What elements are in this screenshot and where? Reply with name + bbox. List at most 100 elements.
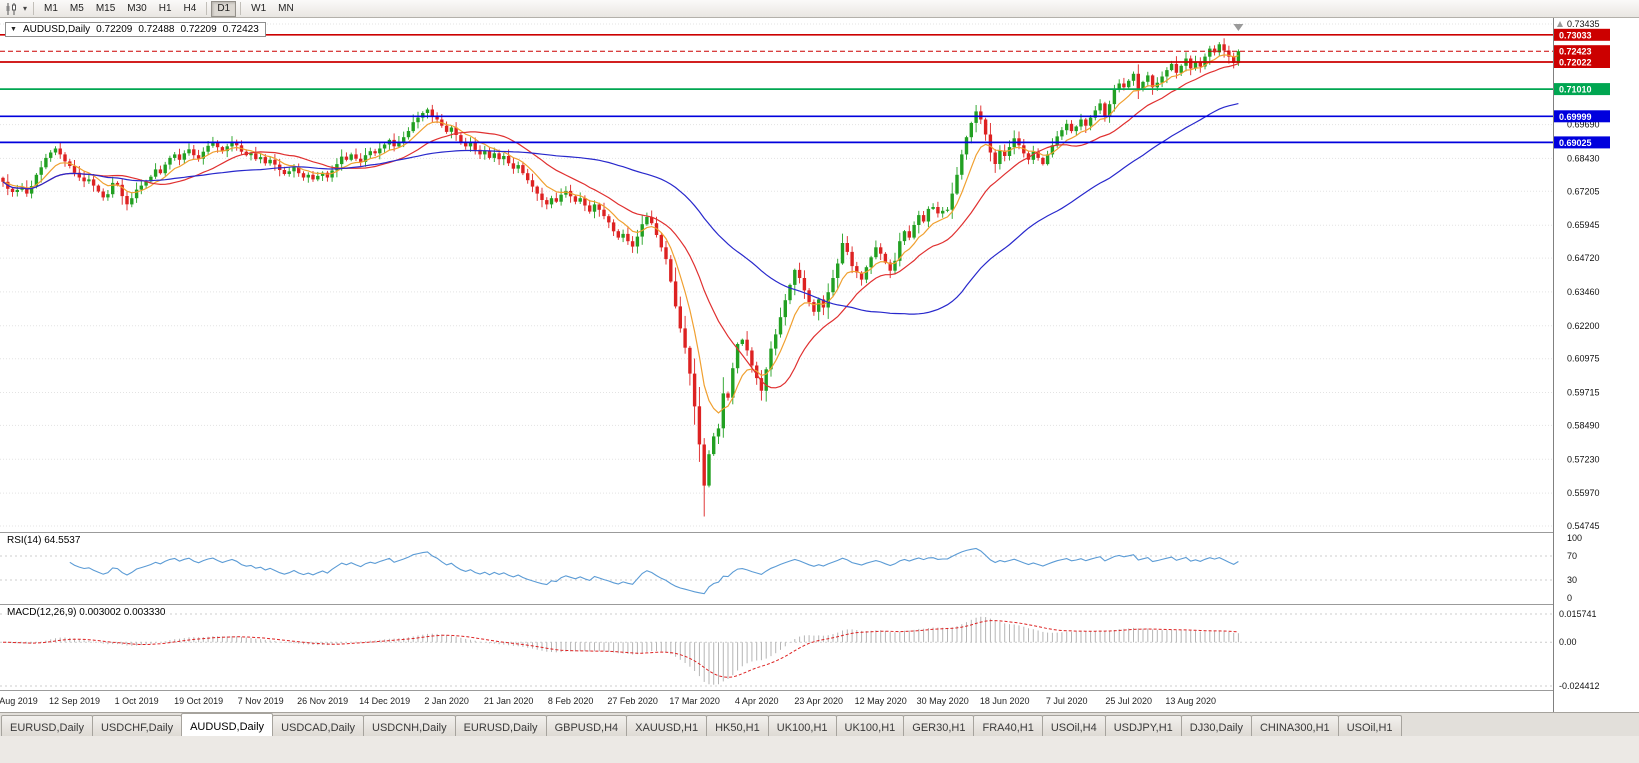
- timeframe-h4-button[interactable]: H4: [178, 1, 203, 17]
- svg-text:7 Jul 2020: 7 Jul 2020: [1046, 696, 1088, 706]
- ma-line-fast: [2, 54, 1239, 414]
- tab-dj30-daily[interactable]: DJ30,Daily: [1180, 715, 1252, 736]
- rsi-pane: [0, 547, 1553, 595]
- svg-text:19 Oct 2019: 19 Oct 2019: [174, 696, 223, 706]
- timeframe-m1-button[interactable]: M1: [38, 1, 64, 17]
- level-price-badge: [1554, 110, 1610, 123]
- macd-signal-line: [2, 620, 1239, 678]
- svg-text:0.71010: 0.71010: [1559, 85, 1592, 95]
- collapse-triangle-icon[interactable]: ▼: [10, 26, 17, 33]
- svg-text:0.67205: 0.67205: [1567, 186, 1600, 196]
- level-price-badge: [1554, 83, 1610, 96]
- candlestick-chart-icon[interactable]: [3, 2, 21, 16]
- timeframe-d1-button[interactable]: D1: [211, 0, 237, 17]
- svg-text:0.73435: 0.73435: [1567, 19, 1600, 29]
- svg-text:12 May 2020: 12 May 2020: [855, 696, 907, 706]
- svg-text:13 Aug 2020: 13 Aug 2020: [1165, 696, 1216, 706]
- ma-line-slow: [2, 103, 1239, 315]
- status-bar: [0, 736, 1639, 763]
- chart-tab-bar: EURUSD,Daily USDCHF,Daily AUDUSD,Daily U…: [0, 712, 1639, 736]
- svg-text:26 Nov 2019: 26 Nov 2019: [297, 696, 348, 706]
- svg-text:0.00: 0.00: [1559, 637, 1577, 647]
- svg-text:0.58490: 0.58490: [1567, 420, 1600, 430]
- level-lines: [0, 33, 1553, 144]
- ohlc-close: 0.72423: [222, 24, 259, 35]
- svg-text:0.57230: 0.57230: [1567, 454, 1600, 464]
- svg-text:23 Apr 2020: 23 Apr 2020: [794, 696, 843, 706]
- svg-text:14 Dec 2019: 14 Dec 2019: [359, 696, 410, 706]
- tab-hk50-h1[interactable]: HK50,H1: [706, 715, 769, 736]
- level-price-badge: [1554, 136, 1610, 149]
- svg-text:4 Apr 2020: 4 Apr 2020: [735, 696, 779, 706]
- svg-text:0.69690: 0.69690: [1567, 120, 1600, 130]
- timeframe-h1-button[interactable]: H1: [153, 1, 178, 17]
- macd-pane: [0, 613, 1553, 687]
- svg-text:12 Sep 2019: 12 Sep 2019: [49, 696, 100, 706]
- svg-text:100: 100: [1567, 533, 1582, 543]
- svg-text:8 Feb 2020: 8 Feb 2020: [548, 696, 594, 706]
- tab-xauusd-h1[interactable]: XAUUSD,H1: [626, 715, 708, 736]
- svg-text:-0.024412: -0.024412: [1559, 681, 1600, 691]
- tab-china300-h1[interactable]: CHINA300,H1: [1250, 715, 1339, 736]
- timeframe-m5-button[interactable]: M5: [64, 1, 90, 17]
- timeframe-m15-button[interactable]: M15: [90, 1, 121, 17]
- ohlc-high: 0.72488: [138, 24, 175, 35]
- svg-text:0.72022: 0.72022: [1559, 58, 1592, 68]
- svg-text:0: 0: [1567, 593, 1572, 603]
- svg-text:0.64720: 0.64720: [1567, 253, 1600, 263]
- chart-type-dropdown-caret[interactable]: ▾: [23, 4, 28, 13]
- ohlc-low: 0.72209: [180, 24, 217, 35]
- tab-ger30-h1[interactable]: GER30,H1: [903, 715, 975, 736]
- chart-background: [0, 18, 1553, 712]
- tab-usdjpy-h1[interactable]: USDJPY,H1: [1104, 715, 1182, 736]
- chart-area[interactable]: 24 Aug 2019 12 Sep 2019 1 Oct 2019 19 Oct 2…: [0, 18, 1639, 712]
- tab-usoil-h4[interactable]: USOil,H4: [1041, 715, 1106, 736]
- ma-line-mid: [2, 63, 1239, 389]
- tab-audusd-daily[interactable]: AUDUSD,Daily: [181, 713, 274, 736]
- svg-text:0.54745: 0.54745: [1567, 521, 1600, 531]
- chart-title-overlay: ▼ AUDUSD,Daily 0.72209 0.72488 0.72209 0…: [5, 22, 266, 37]
- svg-text:0.015741: 0.015741: [1559, 609, 1597, 619]
- svg-text:2 Jan 2020: 2 Jan 2020: [424, 696, 469, 706]
- svg-text:70: 70: [1567, 551, 1577, 561]
- svg-text:24 Aug 2019: 24 Aug 2019: [0, 696, 38, 706]
- svg-text:30: 30: [1567, 575, 1577, 585]
- chart-shift-marker: [1233, 24, 1244, 31]
- svg-text:18 Jun 2020: 18 Jun 2020: [980, 696, 1030, 706]
- price-axis[interactable]: 0.73435 0.69690 0.68430 0.67205 0.65945 0.647…: [1553, 18, 1639, 712]
- tab-fra40-h1[interactable]: FRA40,H1: [973, 715, 1043, 736]
- toolbar-separator: [206, 2, 208, 15]
- svg-text:21 Jan 2020: 21 Jan 2020: [484, 696, 534, 706]
- tab-usdcnh-daily[interactable]: USDCNH,Daily: [363, 715, 456, 736]
- svg-text:0.68430: 0.68430: [1567, 153, 1600, 163]
- scale-marker-icon: [1557, 21, 1563, 27]
- svg-text:0.72423: 0.72423: [1559, 47, 1592, 57]
- tab-eurusd-daily[interactable]: EURUSD,Daily: [1, 715, 93, 736]
- level-price-badge: [1554, 28, 1610, 41]
- tab-gbpusd-h4[interactable]: GBPUSD,H4: [545, 715, 628, 736]
- svg-text:0.69999: 0.69999: [1559, 112, 1592, 122]
- tab-uk100-h1-2[interactable]: UK100,H1: [835, 715, 905, 736]
- svg-text:0.55970: 0.55970: [1567, 488, 1600, 498]
- timeframe-toolbar: ▾ M1 M5 M15 M30 H1 H4 D1 W1 MN: [0, 0, 1639, 18]
- svg-text:27 Feb 2020: 27 Feb 2020: [607, 696, 658, 706]
- timeframe-w1-button[interactable]: W1: [245, 1, 272, 17]
- ohlc-open: 0.72209: [96, 24, 133, 35]
- svg-text:1 Oct 2019: 1 Oct 2019: [115, 696, 159, 706]
- timeframe-mn-button[interactable]: MN: [272, 1, 300, 17]
- rsi-line: [69, 547, 1239, 595]
- svg-text:0.60975: 0.60975: [1567, 354, 1600, 364]
- svg-text:0.73033: 0.73033: [1559, 30, 1592, 40]
- timeframe-m30-button[interactable]: M30: [121, 1, 152, 17]
- tab-uk100-h1[interactable]: UK100,H1: [767, 715, 837, 736]
- candlestick-chart[interactable]: 24 Aug 2019 12 Sep 2019 1 Oct 2019 19 Oct 2…: [0, 18, 1553, 712]
- tab-usoil-h1[interactable]: USOil,H1: [1337, 715, 1402, 736]
- svg-text:30 May 2020: 30 May 2020: [917, 696, 969, 706]
- svg-text:25 Jul 2020: 25 Jul 2020: [1105, 696, 1152, 706]
- tab-usdcad-daily[interactable]: USDCAD,Daily: [272, 715, 365, 736]
- tab-usdchf-daily[interactable]: USDCHF,Daily: [91, 715, 183, 736]
- rsi-indicator-label: RSI(14) 64.5537: [5, 535, 83, 546]
- svg-text:17 Mar 2020: 17 Mar 2020: [669, 696, 720, 706]
- tab-eurusd-daily-2[interactable]: EURUSD,Daily: [454, 715, 547, 736]
- date-axis: 24 Aug 2019 12 Sep 2019 1 Oct 2019 19 Oct 2…: [0, 696, 1216, 706]
